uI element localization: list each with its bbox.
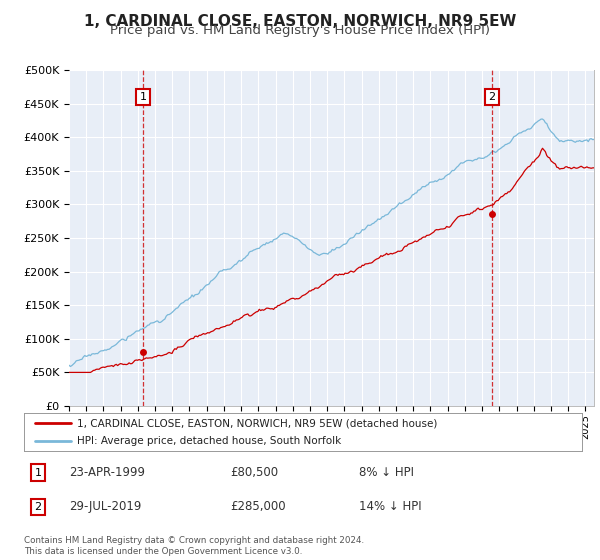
- Text: 23-APR-1999: 23-APR-1999: [68, 466, 145, 479]
- Text: 2: 2: [488, 92, 496, 102]
- Text: 29-JUL-2019: 29-JUL-2019: [68, 500, 141, 514]
- Text: 2: 2: [34, 502, 41, 512]
- Text: 8% ↓ HPI: 8% ↓ HPI: [359, 466, 414, 479]
- Text: 1, CARDINAL CLOSE, EASTON, NORWICH, NR9 5EW: 1, CARDINAL CLOSE, EASTON, NORWICH, NR9 …: [84, 14, 516, 29]
- Text: 1, CARDINAL CLOSE, EASTON, NORWICH, NR9 5EW (detached house): 1, CARDINAL CLOSE, EASTON, NORWICH, NR9 …: [77, 418, 437, 428]
- Text: Contains HM Land Registry data © Crown copyright and database right 2024.
This d: Contains HM Land Registry data © Crown c…: [24, 536, 364, 556]
- Text: HPI: Average price, detached house, South Norfolk: HPI: Average price, detached house, Sout…: [77, 436, 341, 446]
- Text: £285,000: £285,000: [230, 500, 286, 514]
- Text: 1: 1: [34, 468, 41, 478]
- Text: £80,500: £80,500: [230, 466, 278, 479]
- Text: Price paid vs. HM Land Registry's House Price Index (HPI): Price paid vs. HM Land Registry's House …: [110, 24, 490, 37]
- Text: 1: 1: [140, 92, 146, 102]
- Text: 14% ↓ HPI: 14% ↓ HPI: [359, 500, 421, 514]
